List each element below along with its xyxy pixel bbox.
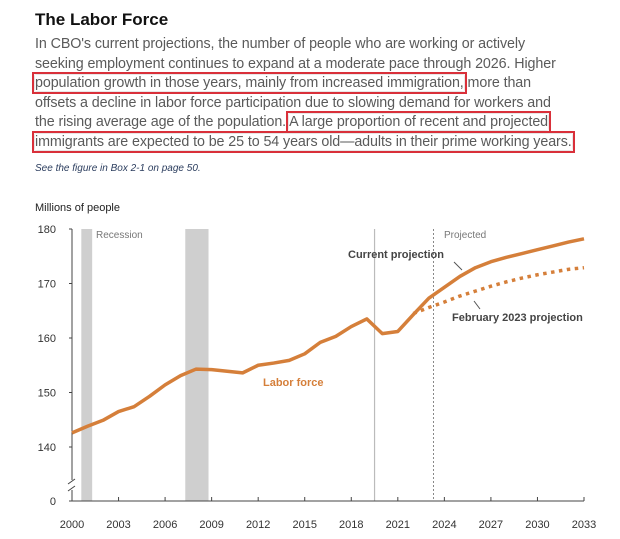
february-projection-leader — [473, 300, 481, 310]
x-tick-label: 2015 — [292, 519, 316, 531]
y-tick-label: 160 — [38, 333, 56, 345]
paragraph-line: seeking employment continues to expand a… — [35, 56, 556, 72]
projected-label: Projected — [444, 230, 486, 241]
february-projection-label: February 2023 projection — [452, 312, 583, 324]
x-tick-label: 2018 — [339, 519, 363, 531]
paragraph-line: offsets a decline in labor force partici… — [35, 95, 551, 111]
x-tick-label: 2033 — [572, 519, 596, 531]
y-tick-label: 140 — [38, 442, 56, 454]
paragraph-text: the rising average age of the population… — [35, 114, 290, 131]
x-tick-label: 2003 — [106, 519, 130, 531]
february-2023-projection-line — [412, 265, 585, 316]
paragraph-line: the rising average age of the population… — [35, 111, 552, 134]
axis-break-mark — [67, 478, 76, 492]
recession-label: Recession — [96, 230, 143, 241]
x-tick-label: 2006 — [153, 519, 177, 531]
paragraph-line: immigrants are expected to be 25 to 54 y… — [32, 131, 575, 153]
section-title: The Labor Force — [35, 10, 169, 29]
y-tick-label: 0 — [50, 496, 56, 508]
current-projection-label: Current projection — [348, 249, 444, 261]
y-tick-label: 170 — [38, 279, 56, 291]
paragraph-line: In CBO's current projections, the number… — [35, 36, 525, 52]
highlighted-text: population growth in those years, mainly… — [32, 72, 467, 95]
paragraph-text: seeking employment continues to expand a… — [35, 55, 556, 72]
paragraph-text: offsets a decline in labor force partici… — [35, 94, 551, 111]
x-tick-label: 2027 — [479, 519, 503, 531]
labor-force-line — [71, 237, 585, 435]
current-projection-leader — [453, 261, 463, 271]
labor-force-label: Labor force — [263, 377, 324, 389]
figure-reference-note: See the figure in Box 2-1 on page 50. — [35, 163, 201, 174]
x-tick-label: 2000 — [60, 519, 84, 531]
paragraph-text: more than — [463, 75, 532, 92]
x-tick-label: 2021 — [386, 519, 410, 531]
y-tick-label: 180 — [38, 224, 56, 236]
y-tick-label: 150 — [38, 388, 56, 400]
x-tick-label: 2030 — [525, 519, 549, 531]
paragraph-text: In CBO's current projections, the number… — [35, 36, 526, 52]
x-tick-label: 2009 — [199, 519, 223, 531]
x-tick-label: 2012 — [246, 519, 270, 531]
y-axis-label: Millions of people — [35, 202, 120, 214]
x-tick-label: 2024 — [432, 519, 456, 531]
recession-bar — [81, 229, 93, 501]
highlighted-text: A large proportion of recent and project… — [286, 111, 552, 134]
highlighted-text: immigrants are expected to be 25 to 54 y… — [32, 131, 575, 153]
recession-bar — [185, 229, 209, 501]
paragraph-line: population growth in those years, mainly… — [32, 72, 532, 95]
